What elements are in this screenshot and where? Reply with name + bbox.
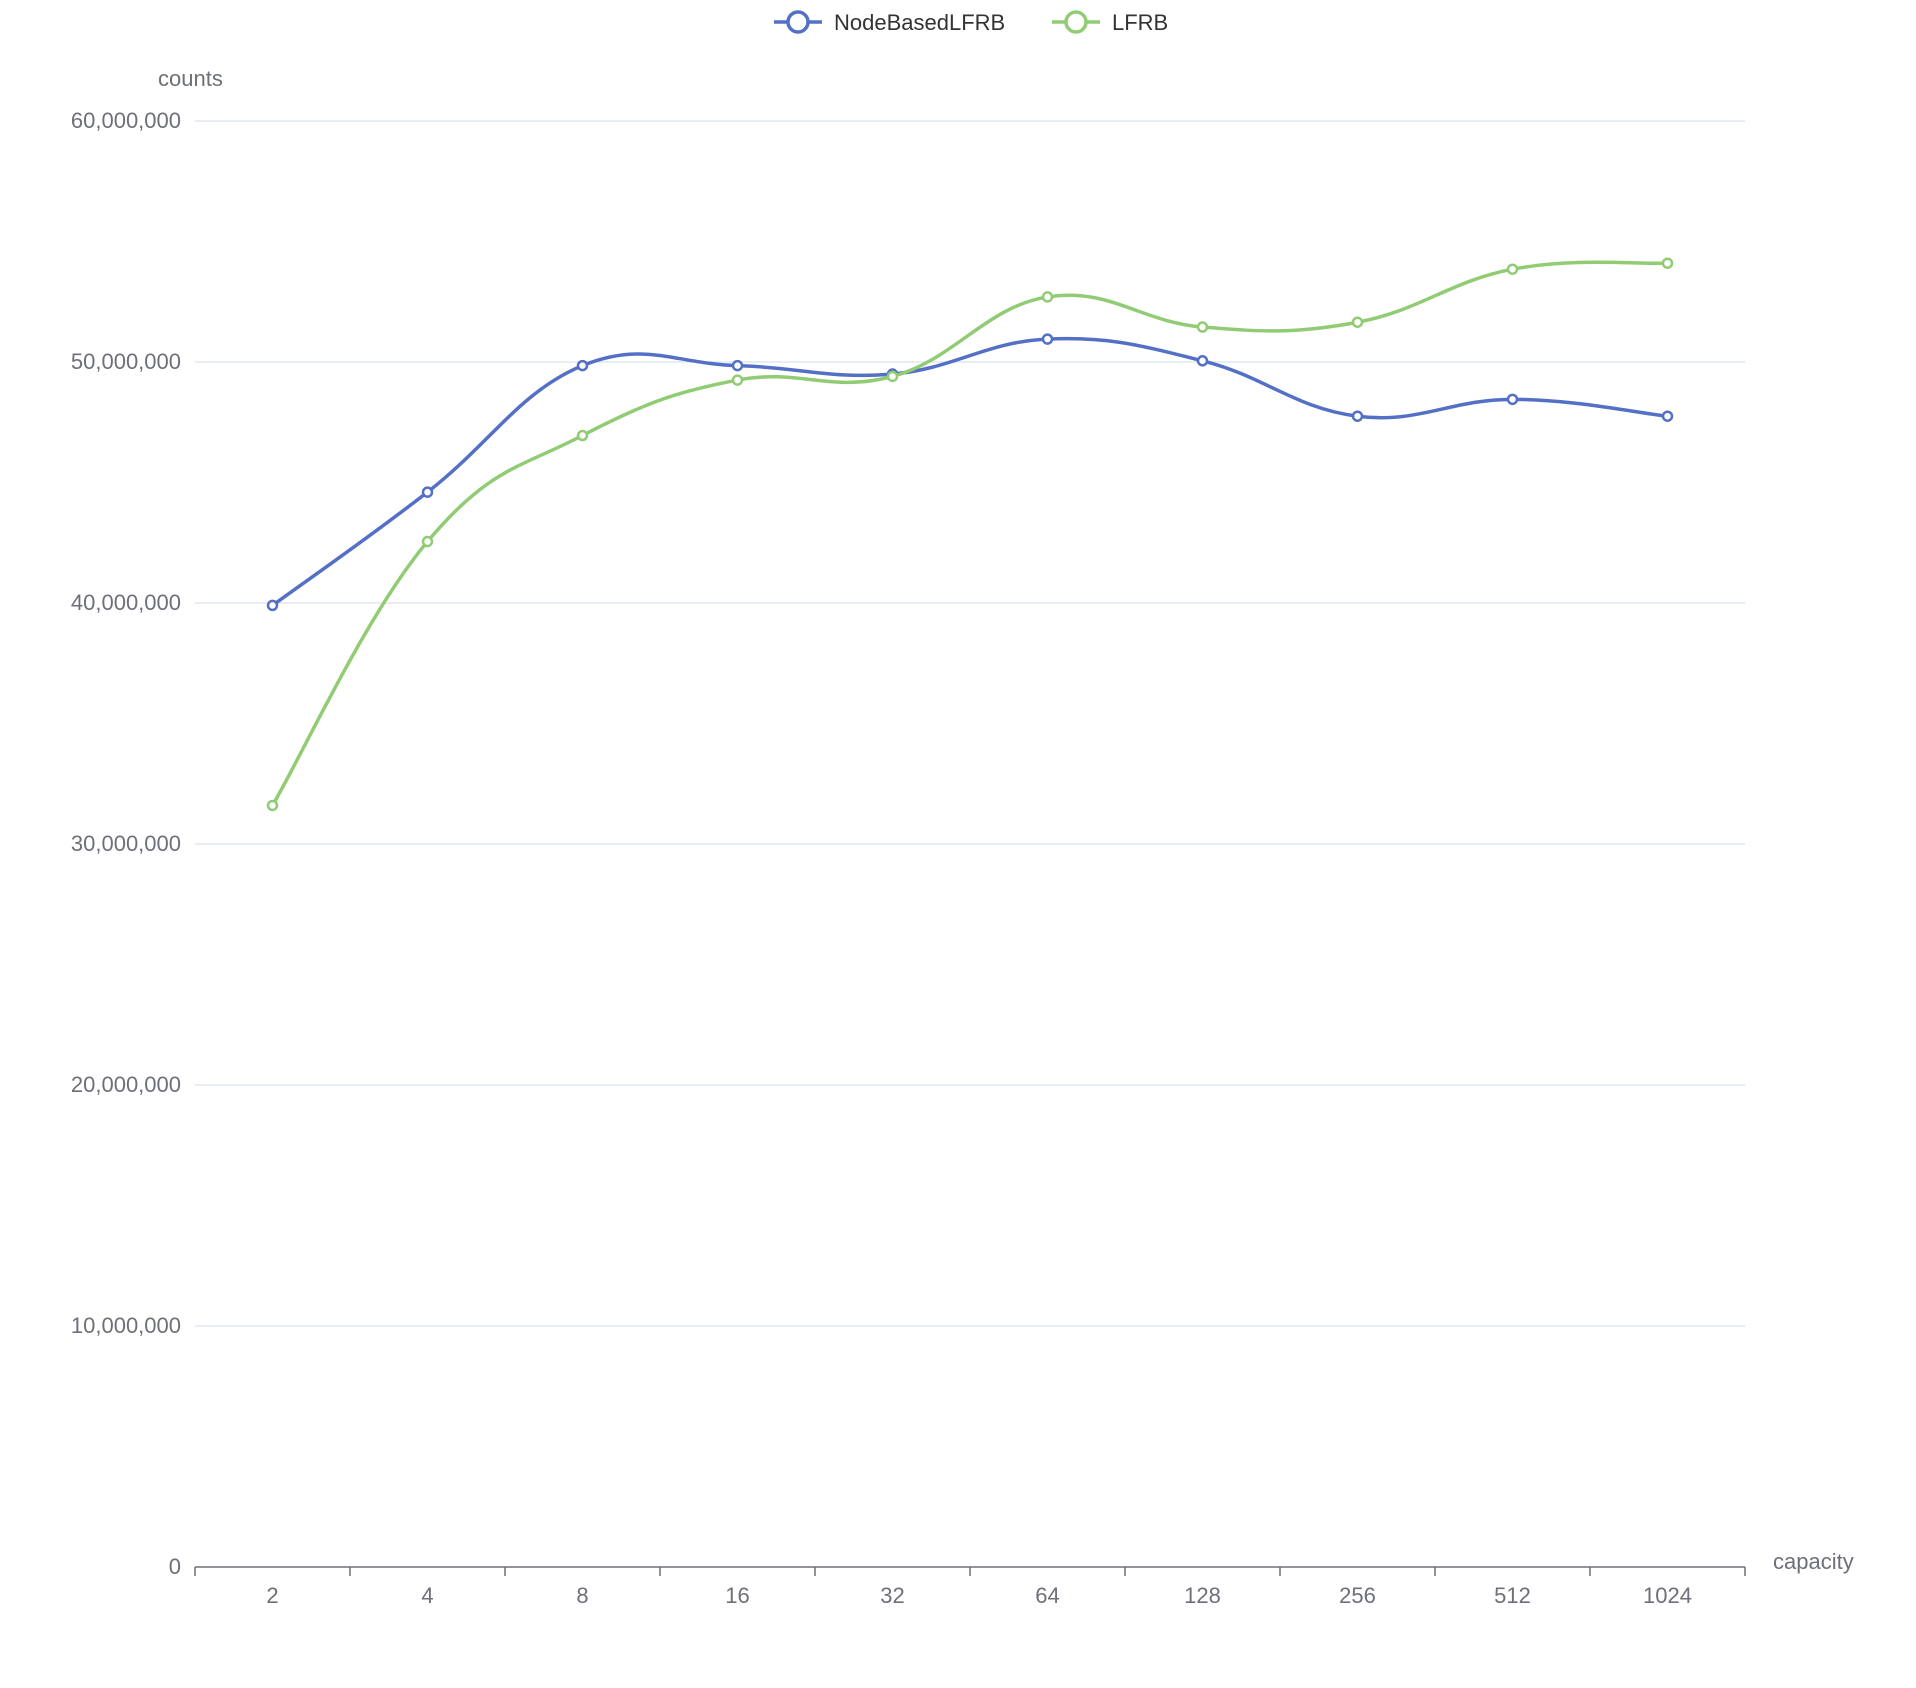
- y-tick-label: 0: [169, 1554, 181, 1579]
- data-point[interactable]: [421, 535, 434, 548]
- legend-label: LFRB: [1112, 10, 1168, 35]
- y-tick-label: 50,000,000: [71, 349, 181, 374]
- data-point[interactable]: [1506, 263, 1519, 275]
- series-line: [270, 260, 1670, 808]
- x-tick-label: 4: [421, 1583, 433, 1608]
- series-line: [270, 336, 1670, 608]
- axes: counts capacity 0 10,000,000 20,000,000 30,…: [71, 66, 1854, 1608]
- data-point[interactable]: [1661, 410, 1674, 422]
- data-point[interactable]: [1196, 355, 1209, 367]
- data-point[interactable]: [421, 486, 434, 498]
- data-point[interactable]: [1041, 291, 1054, 303]
- data-point[interactable]: [1196, 321, 1209, 333]
- legend-circle-icon: [1064, 10, 1088, 34]
- data-point[interactable]: [266, 799, 279, 812]
- data-point[interactable]: [1041, 333, 1054, 345]
- data-point[interactable]: [576, 429, 589, 442]
- x-tick-label: 16: [725, 1583, 749, 1608]
- y-tick-label: 10,000,000: [71, 1313, 181, 1338]
- series-lfrb: [266, 257, 1674, 812]
- x-axis-label: capacity: [1773, 1549, 1854, 1574]
- series-lines: [266, 257, 1674, 812]
- legend-label: NodeBasedLFRB: [834, 10, 1005, 35]
- x-tick-label: 256: [1339, 1583, 1376, 1608]
- x-tick-label: 512: [1494, 1583, 1531, 1608]
- data-point[interactable]: [1351, 410, 1364, 422]
- x-tick-label: 8: [576, 1583, 588, 1608]
- data-point[interactable]: [266, 599, 279, 612]
- grid-lines: [195, 120, 1745, 1327]
- y-axis-label: counts: [158, 66, 223, 91]
- legend-item[interactable]: NodeBasedLFRB: [774, 10, 1005, 35]
- legend-circle-icon: [786, 10, 810, 34]
- y-tick-label: 20,000,000: [71, 1072, 181, 1097]
- data-point[interactable]: [886, 370, 899, 383]
- y-tick-label: 30,000,000: [71, 831, 181, 856]
- data-point[interactable]: [731, 359, 744, 372]
- data-point[interactable]: [1661, 257, 1674, 269]
- legend-item[interactable]: LFRB: [1052, 10, 1168, 35]
- x-tick-label: 64: [1035, 1583, 1059, 1608]
- series-nodebasedlfrb: [266, 333, 1674, 612]
- data-point[interactable]: [1351, 316, 1364, 328]
- y-tick-label: 60,000,000: [71, 108, 181, 133]
- x-tick-label: 32: [880, 1583, 904, 1608]
- y-tick-label: 40,000,000: [71, 590, 181, 615]
- x-tick-label: 2: [266, 1583, 278, 1608]
- x-tick-label: 1024: [1643, 1583, 1692, 1608]
- data-point[interactable]: [576, 359, 589, 372]
- x-tick-label: 128: [1184, 1583, 1221, 1608]
- legend[interactable]: NodeBasedLFRB LFRB: [774, 10, 1168, 35]
- data-point[interactable]: [731, 374, 744, 386]
- data-point[interactable]: [1506, 393, 1519, 406]
